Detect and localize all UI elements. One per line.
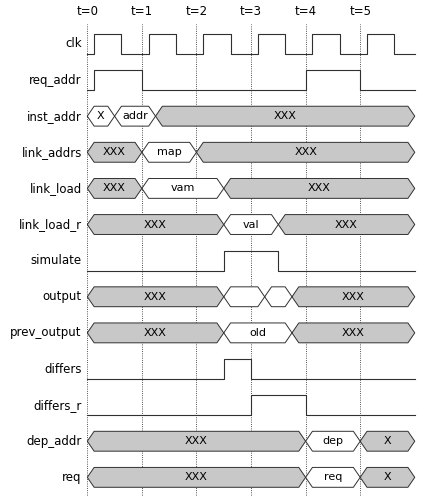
Text: X: X <box>384 436 391 446</box>
Text: link_load_r: link_load_r <box>19 218 82 231</box>
Text: t=5: t=5 <box>349 5 371 18</box>
Polygon shape <box>224 178 415 199</box>
Polygon shape <box>87 106 115 126</box>
Polygon shape <box>87 178 142 199</box>
Text: req: req <box>324 472 342 482</box>
Text: t=3: t=3 <box>240 5 262 18</box>
Text: link_addrs: link_addrs <box>22 146 82 159</box>
Text: output: output <box>43 290 82 304</box>
Text: t=1: t=1 <box>131 5 153 18</box>
Text: XXX: XXX <box>103 148 126 158</box>
Polygon shape <box>305 468 360 487</box>
Text: req: req <box>62 471 82 484</box>
Text: old: old <box>249 328 266 338</box>
Text: differs: differs <box>44 362 82 376</box>
Text: XXX: XXX <box>144 328 167 338</box>
Polygon shape <box>292 287 415 306</box>
Text: XXX: XXX <box>308 184 331 194</box>
Polygon shape <box>360 468 415 487</box>
Text: XXX: XXX <box>335 220 358 230</box>
Polygon shape <box>115 106 156 126</box>
Polygon shape <box>87 468 305 487</box>
Text: XXX: XXX <box>144 220 167 230</box>
Polygon shape <box>360 432 415 451</box>
Polygon shape <box>278 214 415 234</box>
Text: dep_addr: dep_addr <box>27 434 82 448</box>
Text: link_load: link_load <box>30 182 82 195</box>
Text: clk: clk <box>65 38 82 51</box>
Text: t=0: t=0 <box>76 5 98 18</box>
Text: XXX: XXX <box>144 292 167 302</box>
Text: req_addr: req_addr <box>29 74 82 86</box>
Polygon shape <box>87 287 224 306</box>
Polygon shape <box>224 287 265 306</box>
Text: XXX: XXX <box>342 328 365 338</box>
Text: X: X <box>384 472 391 482</box>
Polygon shape <box>196 142 415 162</box>
Text: XXX: XXX <box>342 292 365 302</box>
Polygon shape <box>142 142 196 162</box>
Polygon shape <box>305 432 360 451</box>
Text: vam: vam <box>170 184 195 194</box>
Polygon shape <box>224 323 292 343</box>
Polygon shape <box>156 106 415 126</box>
Text: inst_addr: inst_addr <box>27 110 82 122</box>
Polygon shape <box>87 323 224 343</box>
Text: X: X <box>97 111 105 121</box>
Polygon shape <box>87 142 142 162</box>
Text: map: map <box>157 148 181 158</box>
Text: XXX: XXX <box>103 184 126 194</box>
Polygon shape <box>142 178 224 199</box>
Text: XXX: XXX <box>294 148 317 158</box>
Text: t=4: t=4 <box>294 5 317 18</box>
Text: XXX: XXX <box>185 436 208 446</box>
Polygon shape <box>292 323 415 343</box>
Text: simulate: simulate <box>31 254 82 267</box>
Text: prev_output: prev_output <box>10 326 82 340</box>
Text: val: val <box>243 220 259 230</box>
Polygon shape <box>224 214 278 234</box>
Text: XXX: XXX <box>274 111 297 121</box>
Text: dep: dep <box>322 436 343 446</box>
Text: addr: addr <box>122 111 148 121</box>
Polygon shape <box>265 287 292 306</box>
Text: differs_r: differs_r <box>33 398 82 411</box>
Polygon shape <box>87 432 305 451</box>
Polygon shape <box>87 214 224 234</box>
Text: t=2: t=2 <box>185 5 208 18</box>
Text: XXX: XXX <box>185 472 208 482</box>
